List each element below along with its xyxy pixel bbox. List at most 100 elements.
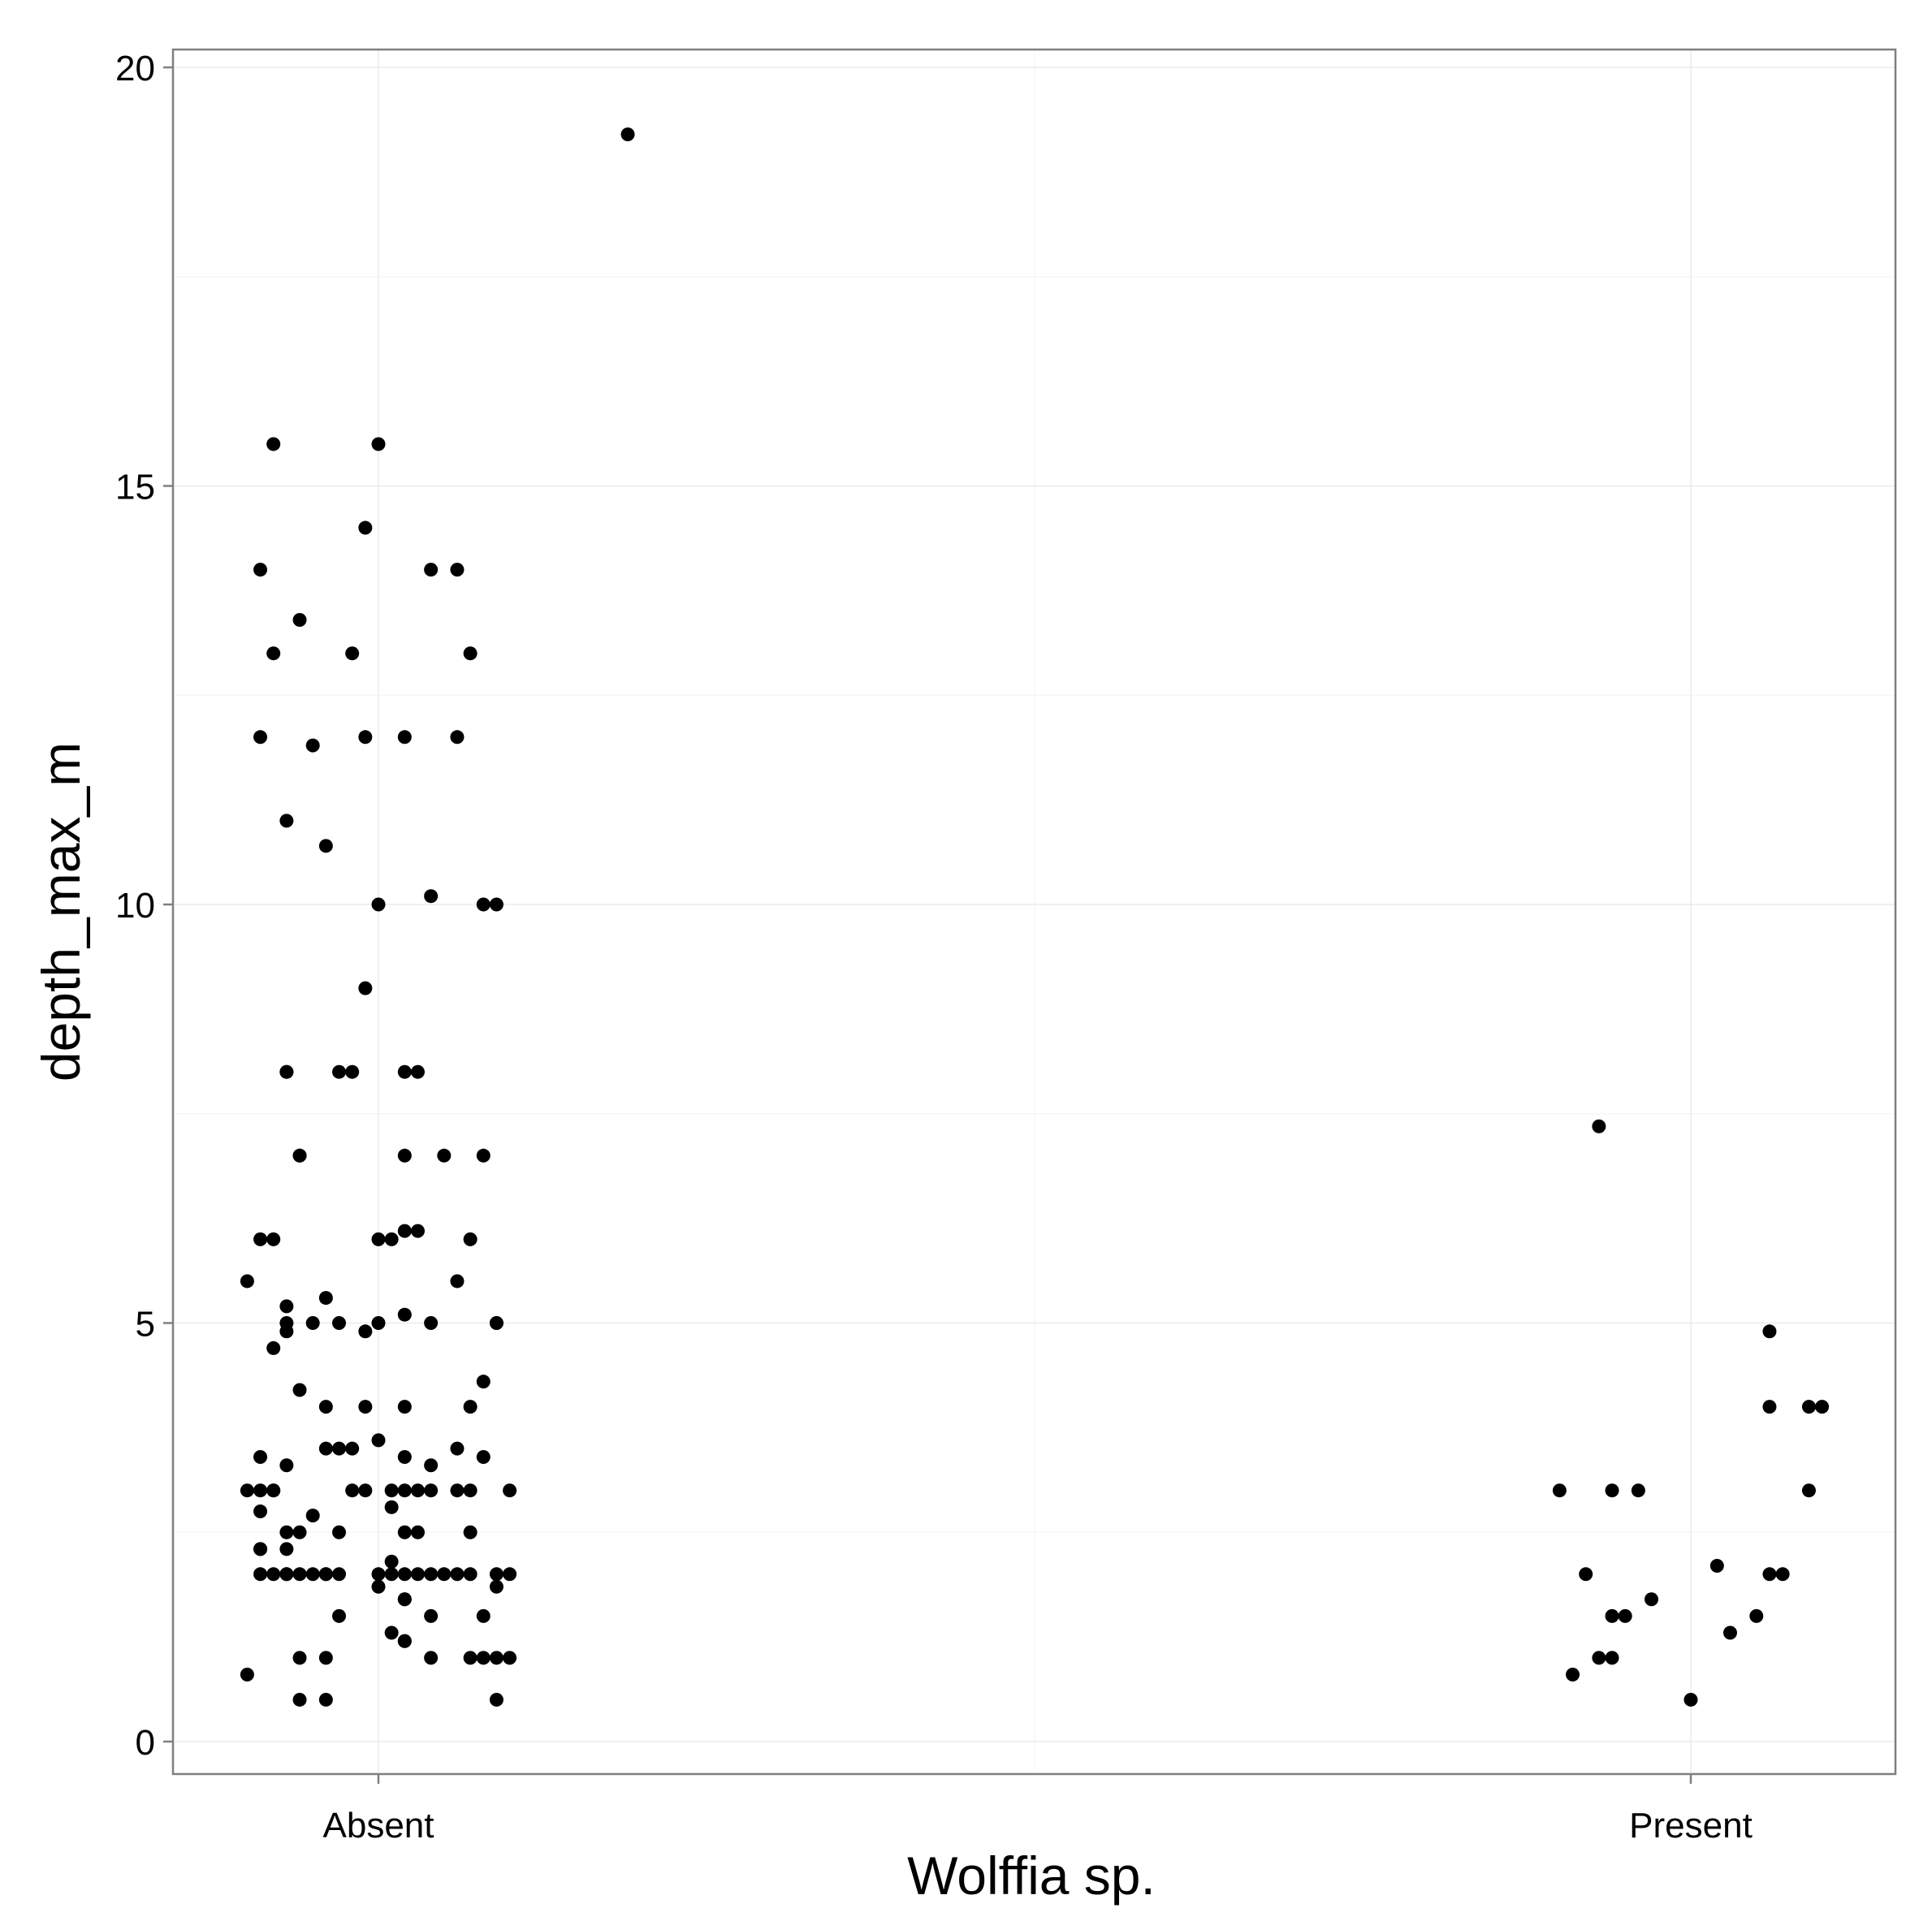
data-point [384, 1500, 399, 1514]
data-point [332, 1316, 347, 1330]
data-point [279, 1567, 294, 1582]
data-point [279, 1299, 294, 1314]
x-tick-label: Present [1629, 1806, 1753, 1845]
data-point [463, 646, 478, 661]
data-point [279, 1542, 294, 1556]
data-point [292, 1651, 307, 1665]
data-point [463, 1483, 478, 1498]
data-point [397, 1592, 412, 1607]
data-point [318, 1291, 333, 1306]
data-point [266, 1232, 281, 1246]
data-point [1592, 1651, 1606, 1665]
data-point [424, 889, 439, 904]
data-point [424, 1316, 439, 1330]
data-point [318, 1692, 333, 1707]
data-point [620, 127, 635, 141]
data-point [397, 730, 412, 745]
data-point [358, 520, 373, 535]
data-point [371, 1232, 386, 1246]
data-point [410, 1224, 425, 1238]
data-point [266, 1567, 281, 1582]
y-tick-label: 10 [115, 886, 155, 926]
data-point [1552, 1483, 1567, 1498]
data-point [240, 1483, 254, 1498]
data-point [489, 1567, 504, 1582]
data-point [292, 1692, 307, 1707]
data-point [345, 1483, 360, 1498]
data-point [384, 1625, 399, 1640]
y-tick-label: 0 [136, 1723, 155, 1763]
data-point [424, 563, 439, 577]
data-point [318, 1400, 333, 1414]
data-point [489, 897, 504, 912]
data-point [476, 1651, 491, 1665]
data-point [266, 437, 281, 451]
data-point [371, 1433, 386, 1448]
data-point [476, 897, 491, 912]
data-point [1566, 1668, 1580, 1682]
data-point [489, 1579, 504, 1594]
data-point [1775, 1567, 1790, 1582]
data-point [503, 1567, 517, 1582]
data-point [424, 1458, 439, 1473]
data-point [450, 730, 465, 745]
data-point [463, 1651, 478, 1665]
data-point [332, 1567, 347, 1582]
data-point [384, 1567, 399, 1582]
data-point [240, 1274, 254, 1289]
data-point [1801, 1400, 1816, 1414]
data-point [332, 1608, 347, 1623]
data-point [1683, 1692, 1698, 1707]
data-point [424, 1567, 439, 1582]
x-axis-title: Wolffia sp. [907, 1845, 1156, 1906]
data-point [397, 1483, 412, 1498]
data-point [358, 1400, 373, 1414]
data-point [463, 1232, 478, 1246]
data-point [266, 646, 281, 661]
data-point [345, 1064, 360, 1079]
data-point [410, 1064, 425, 1079]
data-point [463, 1525, 478, 1539]
data-point [1762, 1400, 1777, 1414]
grid-lines [173, 50, 1895, 1774]
data-point [1762, 1324, 1777, 1339]
data-point [253, 1542, 268, 1556]
data-point [489, 1651, 504, 1665]
data-point [1605, 1483, 1619, 1498]
data-point [371, 1316, 386, 1330]
data-point [1579, 1567, 1593, 1582]
data-point [384, 1232, 399, 1246]
data-point [489, 1316, 504, 1330]
x-tick-label: Absent [323, 1806, 434, 1845]
data-point [450, 1274, 465, 1289]
y-tick-label: 15 [115, 468, 155, 507]
data-point [463, 1400, 478, 1414]
data-point [384, 1483, 399, 1498]
data-points [240, 127, 1830, 1707]
data-point [1749, 1608, 1764, 1623]
data-point [279, 1525, 294, 1539]
data-point [292, 1567, 307, 1582]
data-point [305, 1316, 320, 1330]
panel-border [171, 48, 1897, 1776]
data-point [450, 1441, 465, 1456]
data-point [397, 1634, 412, 1648]
data-point [503, 1651, 517, 1665]
data-point [266, 1483, 281, 1498]
data-point [305, 1509, 320, 1523]
data-point [279, 1458, 294, 1473]
data-point [279, 1324, 294, 1339]
data-point [384, 1554, 399, 1569]
data-point [253, 1567, 268, 1582]
data-point [397, 1525, 412, 1539]
data-point [253, 1483, 268, 1498]
data-point [371, 1567, 386, 1582]
data-point [437, 1567, 452, 1582]
data-point [1815, 1400, 1830, 1414]
data-point [489, 1692, 504, 1707]
data-point [292, 1525, 307, 1539]
data-point [1631, 1483, 1645, 1498]
data-point [1762, 1567, 1777, 1582]
data-point [253, 1449, 268, 1464]
data-point [371, 437, 386, 451]
